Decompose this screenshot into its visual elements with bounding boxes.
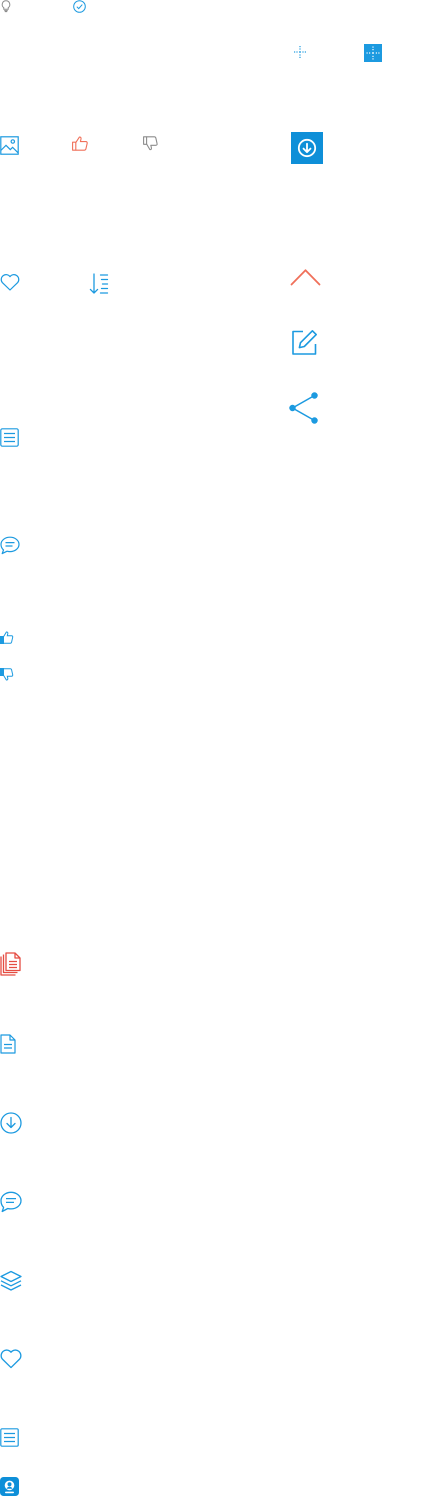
- image-icon[interactable]: [0, 136, 19, 155]
- layers-icon[interactable]: [0, 1270, 22, 1292]
- thumbs-down-outline-icon[interactable]: [143, 136, 158, 151]
- list-icon[interactable]: [0, 1428, 19, 1447]
- document-lines-icon[interactable]: [0, 428, 19, 447]
- download-filled-icon[interactable]: [291, 132, 323, 164]
- crosshair-icon[interactable]: [292, 44, 308, 60]
- chevron-up-icon[interactable]: [290, 268, 321, 286]
- lightbulb-icon[interactable]: [0, 0, 12, 13]
- comment-icon[interactable]: [0, 536, 20, 555]
- edit-icon[interactable]: [291, 329, 318, 356]
- comment-icon[interactable]: [0, 1191, 22, 1213]
- sort-descending-icon[interactable]: [89, 273, 109, 295]
- file-icon[interactable]: [0, 1034, 16, 1054]
- thumbs-up-outline-icon[interactable]: [72, 136, 88, 151]
- share-icon[interactable]: [289, 392, 319, 424]
- crosshair-filled-icon[interactable]: [364, 44, 382, 62]
- check-circle-icon[interactable]: [73, 0, 86, 13]
- thumbs-down-small-icon[interactable]: [0, 668, 14, 681]
- documents-stack-icon[interactable]: [0, 952, 21, 976]
- heart-icon[interactable]: [0, 1349, 22, 1369]
- profile-badge-icon[interactable]: [0, 1477, 19, 1496]
- download-circle-icon[interactable]: [0, 1112, 22, 1134]
- thumbs-up-small-icon[interactable]: [0, 631, 14, 644]
- heart-icon[interactable]: [0, 274, 20, 291]
